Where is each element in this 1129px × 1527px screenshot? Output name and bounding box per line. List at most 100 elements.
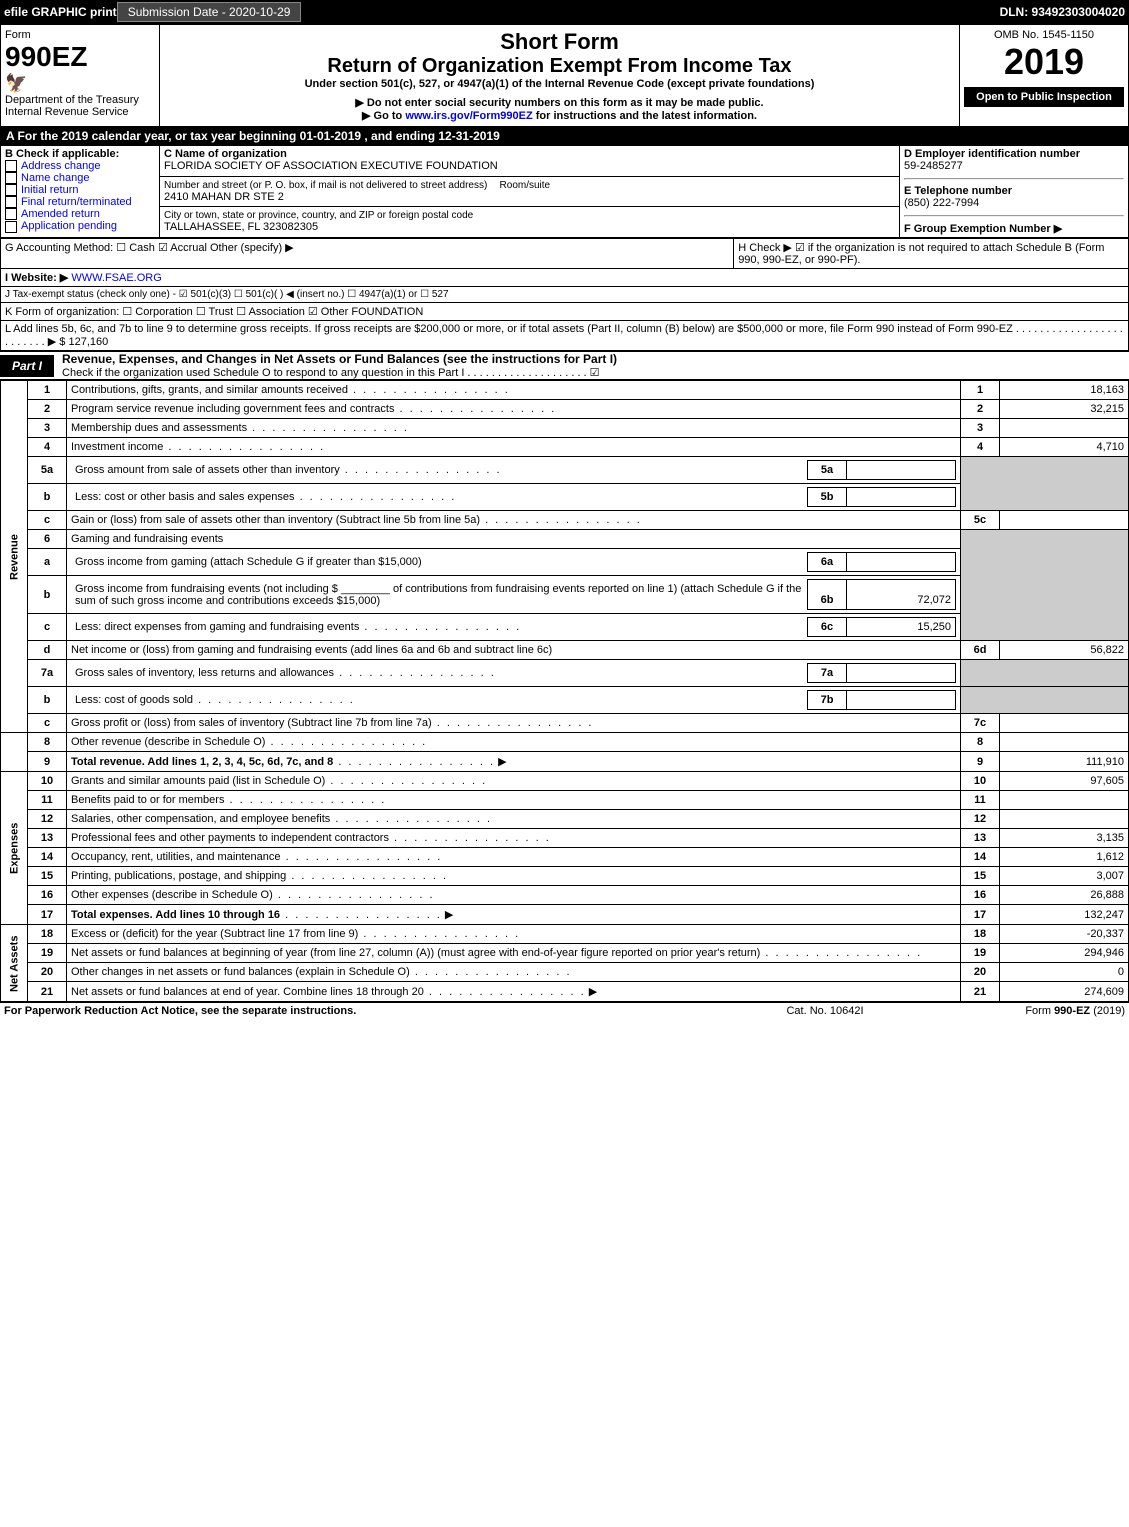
org-info-table: B Check if applicable: Address change Na…: [0, 145, 1129, 238]
ln11-amt: [1000, 791, 1129, 810]
box-c-name: C Name of organization FLORIDA SOCIETY O…: [160, 146, 900, 177]
ln6c-subamt: 15,250: [847, 618, 956, 637]
room-label: Room/suite: [500, 180, 551, 191]
treasury-seal-icon: 🦅: [5, 73, 155, 94]
ln9-num: 9: [28, 752, 67, 772]
ln21-num: 21: [28, 982, 67, 1002]
ln13-amt: 3,135: [1000, 829, 1129, 848]
goto-link[interactable]: ▶ Go to www.irs.gov/Form990EZ for instru…: [164, 109, 955, 122]
ln6c-sub: 6c: [808, 618, 847, 637]
ln9-col: 9: [961, 752, 1000, 772]
phone: (850) 222-7994: [904, 197, 979, 209]
ln20-col: 20: [961, 963, 1000, 982]
ln6b-subamt: 72,072: [847, 580, 956, 610]
ln6a-num: a: [28, 549, 67, 576]
website-link[interactable]: WWW.FSAE.ORG: [71, 272, 161, 284]
ln10-col: 10: [961, 772, 1000, 791]
ln5c-col: 5c: [961, 511, 1000, 530]
ln1-col: 1: [961, 381, 1000, 400]
expenses-label: Expenses: [1, 772, 28, 925]
ln7c-col: 7c: [961, 714, 1000, 733]
ln17-col: 17: [961, 905, 1000, 925]
top-bar: efile GRAPHIC print Submission Date - 20…: [0, 0, 1129, 24]
ln20-num: 20: [28, 963, 67, 982]
street: 2410 MAHAN DR STE 2: [164, 191, 284, 203]
period-line-a: A For the 2019 calendar year, or tax yea…: [0, 127, 1129, 145]
ln7b-sub: 7b: [808, 691, 847, 710]
efile-label: efile GRAPHIC print: [4, 5, 117, 19]
revenue-label: Revenue: [1, 381, 28, 733]
irs-link[interactable]: www.irs.gov/Form990EZ: [405, 110, 532, 122]
ln14-num: 14: [28, 848, 67, 867]
ln8-amt: [1000, 733, 1129, 752]
ln5b-sub: 5b: [808, 488, 847, 507]
ln11-num: 11: [28, 791, 67, 810]
cb-amended[interactable]: Amended return: [21, 208, 100, 220]
cb-address-change[interactable]: Address change: [21, 160, 101, 172]
ln14-amt: 1,612: [1000, 848, 1129, 867]
return-title: Return of Organization Exempt From Incom…: [164, 55, 955, 78]
ln5a-num: 5a: [28, 457, 67, 484]
ln7a-sub: 7a: [808, 664, 847, 683]
ln6c-text: Less: direct expenses from gaming and fu…: [67, 614, 961, 641]
footer-mid: Cat. No. 10642I: [725, 1005, 925, 1017]
box-c-street: Number and street (or P. O. box, if mail…: [160, 176, 900, 207]
ln9-text: Total revenue. Add lines 1, 2, 3, 4, 5c,…: [67, 752, 961, 772]
ln7a-subamt: [847, 664, 956, 683]
org-name: FLORIDA SOCIETY OF ASSOCIATION EXECUTIVE…: [164, 160, 498, 172]
line-g: G Accounting Method: ☐ Cash ☑ Accrual Ot…: [1, 239, 734, 269]
ln18-text: Excess or (deficit) for the year (Subtra…: [67, 925, 961, 944]
ln6abc-grey: [961, 530, 1129, 641]
ln6d-amt: 56,822: [1000, 641, 1129, 660]
cb-final-return[interactable]: Final return/terminated: [21, 196, 132, 208]
box-b: B Check if applicable: Address change Na…: [1, 146, 160, 238]
ln6a-text: Gross income from gaming (attach Schedul…: [67, 549, 961, 576]
ln7b-num: b: [28, 687, 67, 714]
cb-app-pending[interactable]: Application pending: [21, 220, 117, 232]
line-k: K Form of organization: ☐ Corporation ☐ …: [0, 303, 1129, 321]
line-j: J Tax-exempt status (check only one) - ☑…: [0, 287, 1129, 303]
ln10-amt: 97,605: [1000, 772, 1129, 791]
ln7c-text: Gross profit or (loss) from sales of inv…: [67, 714, 961, 733]
ln10-num: 10: [28, 772, 67, 791]
ln15-amt: 3,007: [1000, 867, 1129, 886]
box-d-label: D Employer identification number: [904, 148, 1080, 160]
dln: DLN: 93492303004020: [1000, 5, 1125, 19]
ln5a-sub: 5a: [808, 461, 847, 480]
part1-tab: Part I: [0, 355, 54, 377]
cb-initial-return[interactable]: Initial return: [21, 184, 78, 196]
ln6d-num: d: [28, 641, 67, 660]
line-l: L Add lines 5b, 6c, and 7b to line 9 to …: [0, 321, 1129, 351]
box-f-label: F Group Exemption Number ▶: [904, 223, 1062, 235]
ln8-text: Other revenue (describe in Schedule O): [67, 733, 961, 752]
revenue-label2: [1, 733, 28, 772]
ln19-amt: 294,946: [1000, 944, 1129, 963]
footer: For Paperwork Reduction Act Notice, see …: [0, 1002, 1129, 1019]
ln6-text: Gaming and fundraising events: [67, 530, 961, 549]
ln2-col: 2: [961, 400, 1000, 419]
ln5ab-grey: [961, 457, 1129, 511]
ln12-num: 12: [28, 810, 67, 829]
part1-check: Check if the organization used Schedule …: [54, 366, 1129, 379]
ln4-text: Investment income: [67, 438, 961, 457]
submission-date: Submission Date - 2020-10-29: [117, 2, 302, 22]
ln2-text: Program service revenue including govern…: [67, 400, 961, 419]
ln8-col: 8: [961, 733, 1000, 752]
ln21-amt: 274,609: [1000, 982, 1129, 1002]
box-c-city: City or town, state or province, country…: [160, 207, 900, 238]
header-mid: Short Form Return of Organization Exempt…: [160, 25, 959, 126]
website-label: I Website: ▶: [5, 272, 68, 284]
irs: Internal Revenue Service: [5, 106, 155, 118]
ln18-num: 18: [28, 925, 67, 944]
box-c-label: C Name of organization: [164, 148, 287, 160]
header-left: Form 990EZ 🦅 Department of the Treasury …: [1, 25, 160, 126]
netassets-label: Net Assets: [1, 925, 28, 1002]
ln4-amt: 4,710: [1000, 438, 1129, 457]
ln4-col: 4: [961, 438, 1000, 457]
ln14-col: 14: [961, 848, 1000, 867]
ln7a-grey: [961, 660, 1129, 687]
cb-name-change[interactable]: Name change: [21, 172, 90, 184]
ln17-text: Total expenses. Add lines 10 through 16 …: [67, 905, 961, 925]
ln16-text: Other expenses (describe in Schedule O): [67, 886, 961, 905]
ln5b-num: b: [28, 484, 67, 511]
